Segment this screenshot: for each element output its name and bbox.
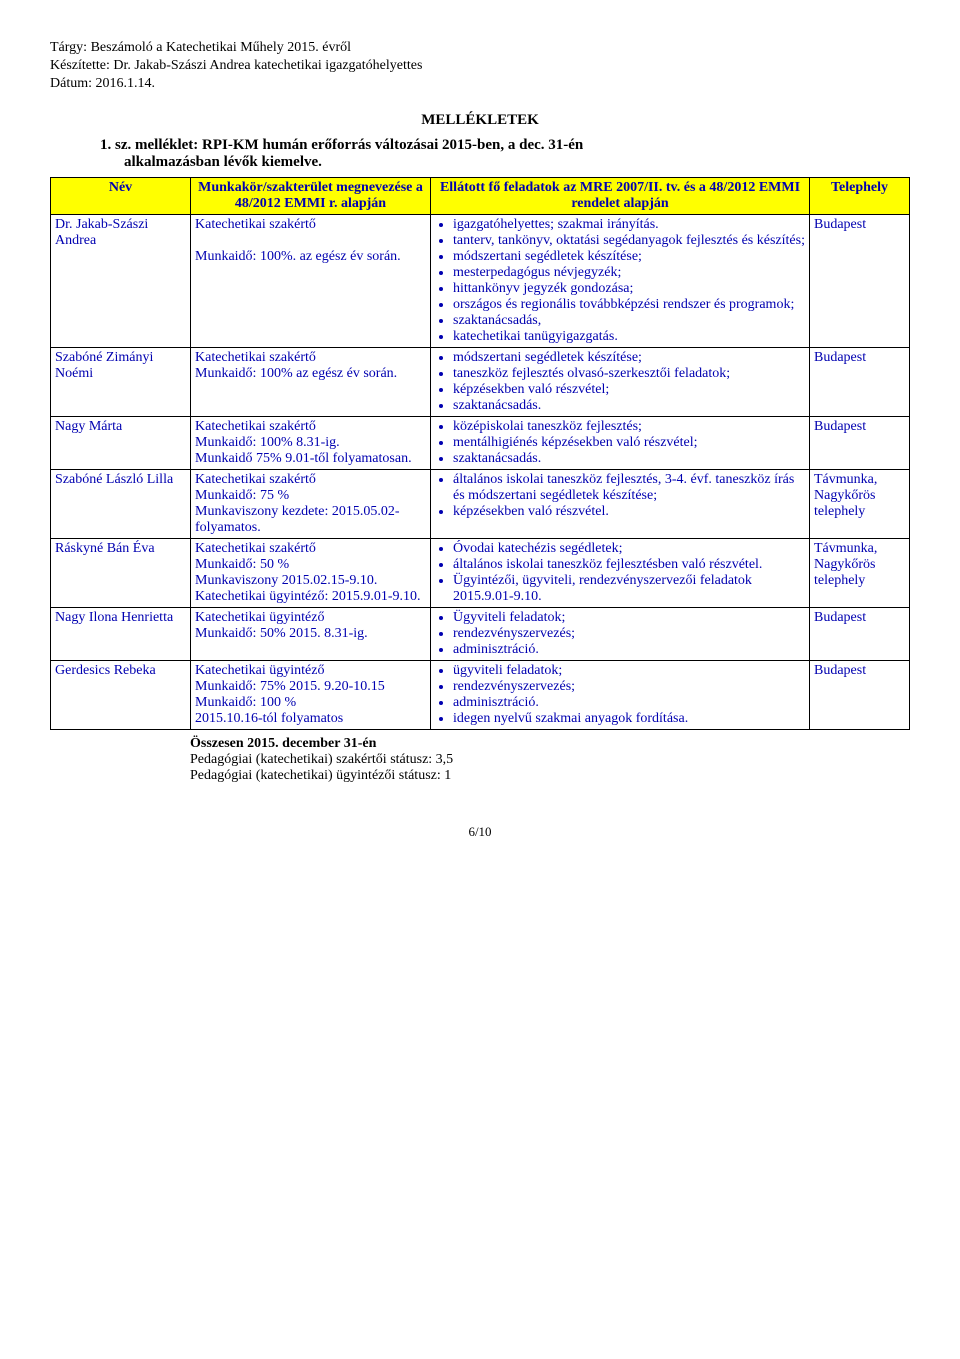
cell-role: Katechetikai szakértőMunkaidő: 75 %Munka… (191, 470, 431, 539)
task-item: rendezvényszervezés; (453, 626, 805, 642)
col-tasks: Ellátott fő feladatok az MRE 2007/II. tv… (431, 178, 810, 215)
cell-site: Budapest (810, 417, 910, 470)
task-item: módszertani segédletek készítése; (453, 249, 805, 265)
table-row: Szabóné Zimányi NoémiKatechetikai szakér… (51, 348, 910, 417)
cell-role: Katechetikai szakértőMunkaidő: 100% 8.31… (191, 417, 431, 470)
summary-line-1: Pedagógiai (katechetikai) szakértői stát… (190, 752, 453, 767)
task-item: Ügyintézői, ügyviteli, rendezvényszervez… (453, 573, 805, 605)
header-subject: Tárgy: Beszámoló a Katechetikai Műhely 2… (50, 40, 910, 56)
cell-name: Szabóné László Lilla (51, 470, 191, 539)
task-item: képzésekben való részvétel; (453, 382, 805, 398)
task-item: képzésekben való részvétel. (453, 504, 805, 520)
task-item: adminisztráció. (453, 695, 805, 711)
task-item: Ügyviteli feladatok; (453, 610, 805, 626)
header-author: Készítette: Dr. Jakab-Szászi Andrea kate… (50, 58, 910, 74)
cell-name: Nagy Ilona Henrietta (51, 608, 191, 661)
task-item: hittankönyv jegyzék gondozása; (453, 281, 805, 297)
cell-name: Ráskyné Bán Éva (51, 539, 191, 608)
col-site: Telephely (810, 178, 910, 215)
task-item: rendezvényszervezés; (453, 679, 805, 695)
task-item: módszertani segédletek készítése; (453, 350, 805, 366)
cell-role: Katechetikai ügyintézőMunkaidő: 75% 2015… (191, 661, 431, 730)
summary-line-2: Pedagógiai (katechetikai) ügyintézői stá… (190, 768, 451, 783)
cell-role: Katechetikai ügyintézőMunkaidő: 50% 2015… (191, 608, 431, 661)
cell-role: Katechetikai szakértőMunkaidő: 100%. az … (191, 215, 431, 348)
task-item: taneszköz fejlesztés olvasó-szerkesztői … (453, 366, 805, 382)
task-item: adminisztráció. (453, 642, 805, 658)
table-header-row: Név Munkakör/szakterület megnevezése a 4… (51, 178, 910, 215)
cell-role: Katechetikai szakértőMunkaidő: 50 %Munka… (191, 539, 431, 608)
appendix-title: MELLÉKLETEK (50, 112, 910, 129)
table-row: Gerdesics RebekaKatechetikai ügyintézőMu… (51, 661, 910, 730)
cell-name: Nagy Márta (51, 417, 191, 470)
summary-block: Összesen 2015. december 31-én Pedagógiai… (190, 736, 910, 784)
cell-site: Budapest (810, 215, 910, 348)
task-item: középiskolai taneszköz fejlesztés; (453, 419, 805, 435)
task-item: általános iskolai taneszköz fejlesztésbe… (453, 557, 805, 573)
cell-tasks: igazgatóhelyettes; szakmai irányítás.tan… (431, 215, 810, 348)
page-number: 6/10 (50, 824, 910, 840)
cell-tasks: középiskolai taneszköz fejlesztés;mentál… (431, 417, 810, 470)
task-item: szaktanácsadás. (453, 398, 805, 414)
task-item: Óvodai katechézis segédletek; (453, 541, 805, 557)
table-row: Nagy MártaKatechetikai szakértőMunkaidő:… (51, 417, 910, 470)
task-item: igazgatóhelyettes; szakmai irányítás. (453, 217, 805, 233)
task-item: mesterpedagógus névjegyzék; (453, 265, 805, 281)
summary-bold: Összesen 2015. december 31-én (190, 736, 376, 751)
cell-tasks: ügyviteli feladatok;rendezvényszervezés;… (431, 661, 810, 730)
cell-site: Budapest (810, 608, 910, 661)
task-item: tanterv, tankönyv, oktatási segédanyagok… (453, 233, 805, 249)
cell-site: Budapest (810, 661, 910, 730)
cell-name: Gerdesics Rebeka (51, 661, 191, 730)
task-item: ügyviteli feladatok; (453, 663, 805, 679)
task-item: általános iskolai taneszköz fejlesztés, … (453, 472, 805, 504)
cell-name: Dr. Jakab-Szászi Andrea (51, 215, 191, 348)
task-item: katechetikai tanügyigazgatás. (453, 329, 805, 345)
intro-line-2: alkalmazásban lévők kiemelve. (124, 154, 910, 171)
table-row: Dr. Jakab-Szászi AndreaKatechetikai szak… (51, 215, 910, 348)
cell-role: Katechetikai szakértőMunkaidő: 100% az e… (191, 348, 431, 417)
task-item: idegen nyelvű szakmai anyagok fordítása. (453, 711, 805, 727)
table-row: Szabóné László LillaKatechetikai szakért… (51, 470, 910, 539)
table-row: Nagy Ilona HenriettaKatechetikai ügyinté… (51, 608, 910, 661)
col-role: Munkakör/szakterület megnevezése a 48/20… (191, 178, 431, 215)
task-item: országos és regionális továbbképzési ren… (453, 297, 805, 313)
intro-block: 1. sz. melléklet: RPI-KM humán erőforrás… (50, 137, 910, 171)
document-header: Tárgy: Beszámoló a Katechetikai Műhely 2… (50, 40, 910, 92)
cell-tasks: Ügyviteli feladatok;rendezvényszervezés;… (431, 608, 810, 661)
cell-name: Szabóné Zimányi Noémi (51, 348, 191, 417)
cell-tasks: általános iskolai taneszköz fejlesztés, … (431, 470, 810, 539)
table-body: Dr. Jakab-Szászi AndreaKatechetikai szak… (51, 215, 910, 730)
col-name: Név (51, 178, 191, 215)
cell-tasks: módszertani segédletek készítése;taneszk… (431, 348, 810, 417)
cell-site: Távmunka, Nagykőrös telephely (810, 539, 910, 608)
cell-site: Távmunka, Nagykőrös telephely (810, 470, 910, 539)
intro-line-1: 1. sz. melléklet: RPI-KM humán erőforrás… (100, 137, 910, 154)
header-date: Dátum: 2016.1.14. (50, 76, 910, 92)
task-item: mentálhigiénés képzésekben való részvéte… (453, 435, 805, 451)
staff-table: Név Munkakör/szakterület megnevezése a 4… (50, 177, 910, 730)
task-item: szaktanácsadás. (453, 451, 805, 467)
cell-tasks: Óvodai katechézis segédletek;általános i… (431, 539, 810, 608)
table-row: Ráskyné Bán ÉvaKatechetikai szakértőMunk… (51, 539, 910, 608)
cell-site: Budapest (810, 348, 910, 417)
task-item: szaktanácsadás, (453, 313, 805, 329)
